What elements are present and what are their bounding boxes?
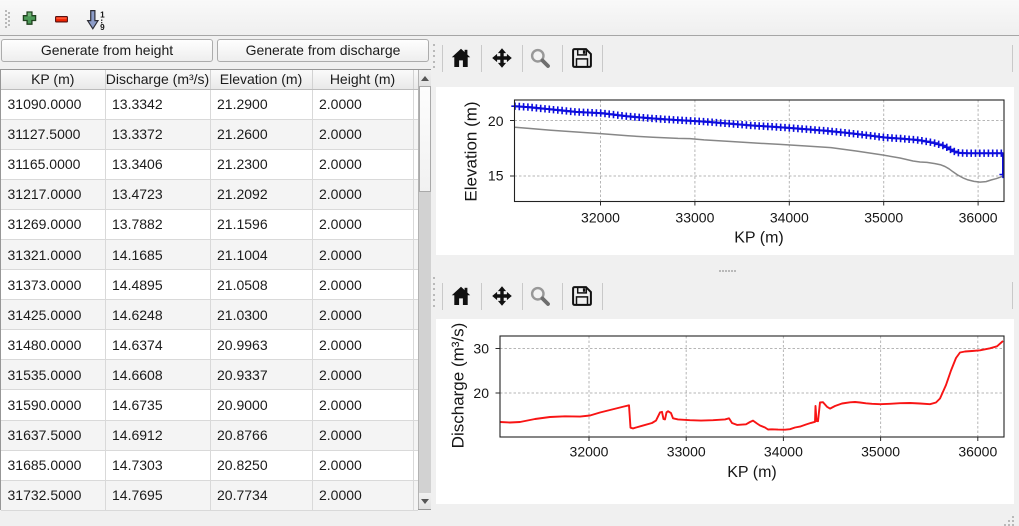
svg-text:9: 9	[100, 22, 105, 29]
svg-text:20: 20	[473, 385, 489, 401]
svg-text:35000: 35000	[861, 443, 900, 459]
svg-text:33000: 33000	[667, 443, 706, 459]
svg-text:Discharge (m³/s): Discharge (m³/s)	[449, 323, 468, 449]
svg-text:KP (m): KP (m)	[727, 464, 776, 481]
svg-text:32000: 32000	[581, 209, 620, 225]
svg-text:34000: 34000	[770, 209, 809, 225]
svg-text:KP (m): KP (m)	[734, 230, 783, 247]
svg-text:36000: 36000	[959, 209, 998, 225]
svg-text:1: 1	[100, 10, 105, 19]
svg-text:20: 20	[488, 113, 504, 129]
svg-text:Elevation (m): Elevation (m)	[462, 101, 481, 201]
svg-text:15: 15	[488, 167, 504, 183]
svg-text:30: 30	[473, 341, 489, 357]
svg-text:33000: 33000	[675, 209, 714, 225]
svg-text:34000: 34000	[764, 443, 803, 459]
svg-text:36000: 36000	[958, 443, 997, 459]
svg-text:35000: 35000	[864, 209, 903, 225]
svg-text:32000: 32000	[570, 443, 609, 459]
